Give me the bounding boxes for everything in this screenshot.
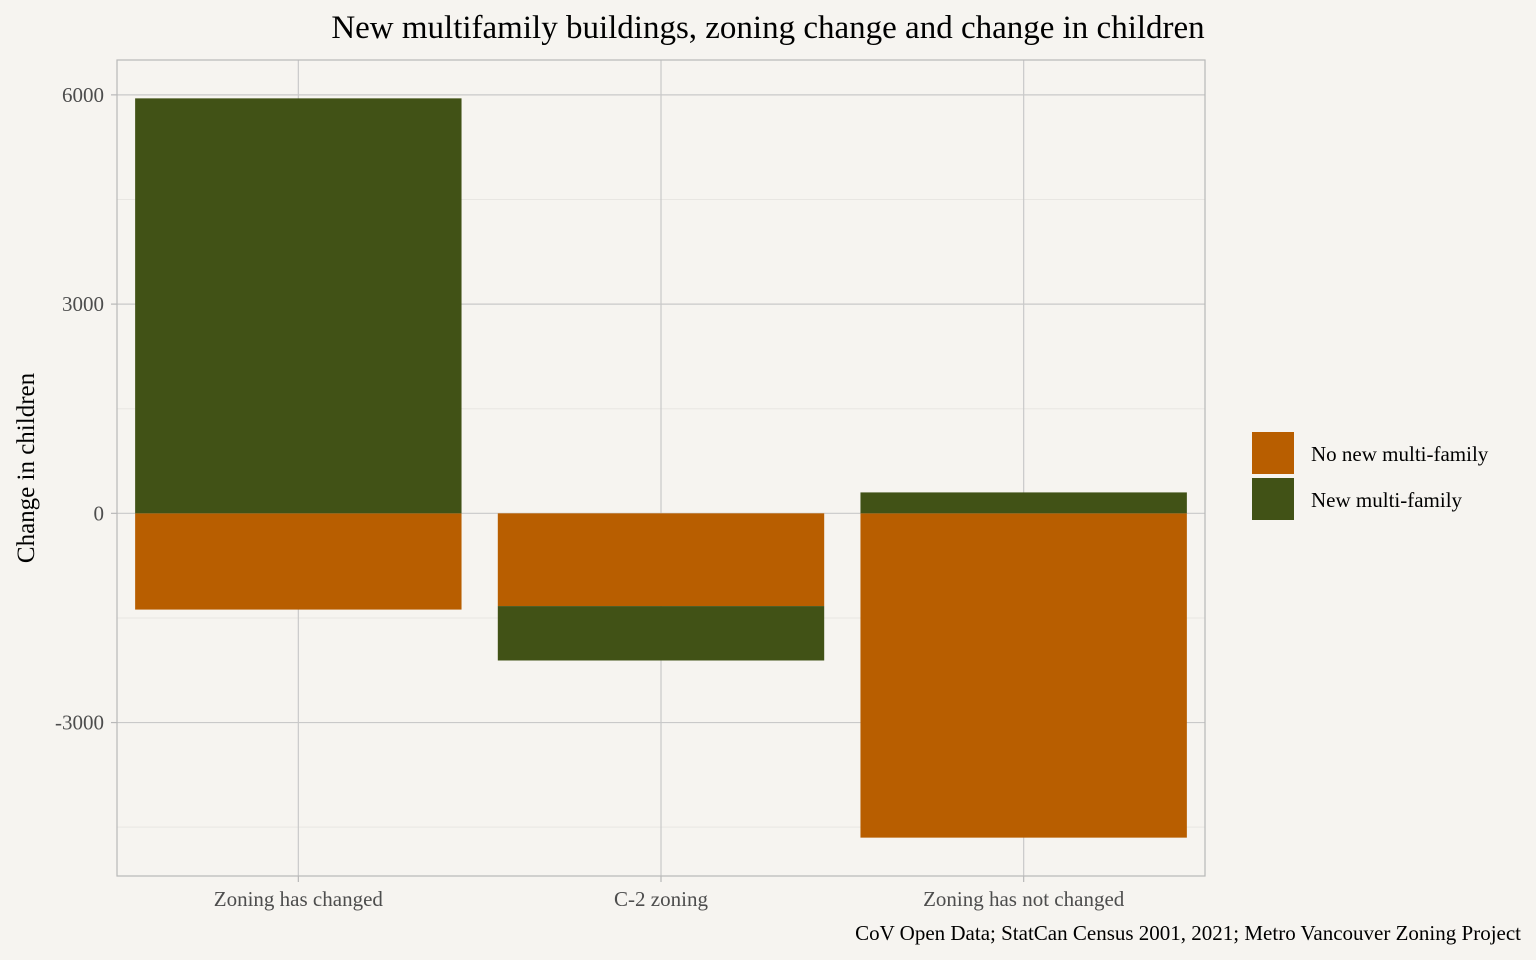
- x-tick-label: Zoning has not changed: [923, 887, 1125, 911]
- chart-caption: CoV Open Data; StatCan Census 2001, 2021…: [855, 921, 1521, 945]
- legend-label: No new multi-family: [1311, 442, 1489, 466]
- bars: [135, 98, 1187, 838]
- bar-no-new-multifamily-0: [135, 513, 462, 610]
- y-tick-label: 6000: [62, 83, 104, 107]
- y-axis-ticks: -3000 0 3000 6000: [55, 83, 117, 735]
- bar-no-new-multifamily-2: [860, 513, 1187, 838]
- x-tick-label: Zoning has changed: [214, 887, 384, 911]
- legend-key: [1252, 478, 1294, 520]
- y-axis-title: Change in children: [13, 372, 40, 563]
- x-axis-ticks: Zoning has changed C-2 zoning Zoning has n…: [214, 876, 1125, 911]
- legend-key: [1252, 432, 1294, 474]
- legend: No new multi-family New multi-family: [1252, 432, 1489, 520]
- bar-new-multifamily-1: [497, 606, 825, 661]
- y-tick-label: 0: [94, 501, 105, 525]
- bar-new-multifamily-2: [860, 492, 1187, 514]
- x-tick-label: C-2 zoning: [614, 887, 708, 911]
- bar-no-new-multifamily-1: [497, 513, 825, 607]
- chart-title: New multifamily buildings, zoning change…: [331, 10, 1204, 46]
- bar-new-multifamily-0: [135, 98, 462, 514]
- legend-label: New multi-family: [1311, 488, 1463, 512]
- y-tick-label: -3000: [55, 711, 104, 735]
- y-tick-label: 3000: [62, 292, 104, 316]
